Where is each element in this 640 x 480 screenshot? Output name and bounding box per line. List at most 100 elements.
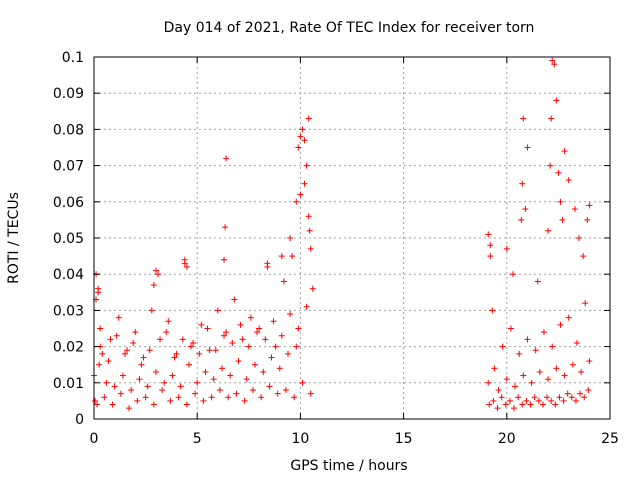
data-point	[223, 155, 230, 162]
data-point	[136, 376, 143, 383]
data-point	[204, 325, 211, 332]
data-point	[289, 253, 296, 260]
data-point	[487, 253, 494, 260]
data-point	[295, 144, 302, 151]
data-point	[552, 401, 559, 408]
data-point	[519, 180, 526, 187]
data-point	[270, 318, 277, 325]
data-point	[305, 115, 312, 122]
data-point	[495, 387, 502, 394]
data-point	[221, 256, 228, 263]
data-point	[169, 372, 176, 379]
data-point	[293, 198, 300, 205]
data-point	[130, 339, 137, 346]
data-point	[146, 347, 153, 354]
data-point	[511, 405, 518, 412]
data-point	[225, 394, 232, 401]
data-point	[214, 307, 221, 314]
data-point	[516, 350, 523, 357]
data-point	[309, 285, 316, 292]
data-point	[190, 339, 197, 346]
data-point	[585, 387, 592, 394]
data-point	[134, 397, 141, 404]
data-point	[547, 162, 554, 169]
data-point	[97, 325, 104, 332]
data-point	[107, 336, 114, 343]
data-point	[519, 401, 526, 408]
data-point	[152, 368, 159, 375]
data-point	[111, 383, 118, 390]
data-point	[299, 379, 306, 386]
data-point	[243, 376, 250, 383]
data-point	[227, 372, 234, 379]
data-point	[192, 390, 199, 397]
data-point	[534, 278, 541, 285]
data-point	[177, 383, 184, 390]
data-point	[524, 336, 531, 343]
data-point	[198, 321, 205, 328]
data-point	[245, 343, 252, 350]
data-point	[540, 329, 547, 336]
data-point	[522, 206, 529, 213]
data-point	[210, 376, 217, 383]
data-point	[520, 372, 527, 379]
data-point	[150, 401, 157, 408]
y-tick-label: 0.1	[62, 50, 84, 66]
data-point	[150, 282, 157, 289]
data-point	[573, 339, 580, 346]
data-point	[202, 368, 209, 375]
data-point	[262, 336, 269, 343]
data-point	[293, 343, 300, 350]
data-point	[545, 376, 552, 383]
data-point	[520, 115, 527, 122]
data-point	[576, 235, 583, 241]
data-point	[148, 307, 155, 314]
data-point	[485, 231, 492, 238]
y-tick-label: 0.01	[53, 376, 84, 392]
data-point	[297, 133, 304, 140]
data-point	[235, 358, 242, 365]
data-point	[264, 263, 271, 270]
data-point	[515, 394, 522, 401]
data-point	[553, 97, 560, 104]
data-point	[94, 401, 101, 408]
data-point	[121, 350, 128, 357]
data-point	[113, 332, 120, 339]
data-point	[485, 379, 492, 386]
data-point	[109, 401, 116, 408]
y-tick-label: 0.05	[53, 231, 84, 247]
data-point	[489, 307, 496, 314]
x-tick-label: 5	[193, 431, 202, 447]
data-point	[568, 394, 575, 401]
data-point	[571, 206, 578, 213]
data-point	[307, 390, 314, 397]
y-tick-label: 0.09	[53, 86, 84, 102]
data-point	[258, 394, 265, 401]
data-point	[167, 397, 174, 404]
data-point	[105, 358, 112, 365]
data-point	[233, 390, 240, 397]
data-point	[486, 401, 493, 408]
data-point	[509, 271, 516, 278]
data-point	[124, 347, 131, 354]
data-point	[159, 387, 166, 394]
data-point	[555, 169, 562, 176]
data-point	[256, 325, 263, 332]
data-point	[221, 332, 228, 339]
data-point	[144, 383, 151, 390]
data-point	[518, 216, 525, 223]
x-tick-label: 25	[601, 431, 619, 447]
data-point	[179, 336, 186, 343]
data-point	[503, 245, 510, 252]
y-tick-label: 0.04	[53, 267, 84, 283]
data-point	[548, 115, 555, 122]
y-tick-label: 0.08	[53, 122, 84, 138]
data-point	[268, 354, 275, 361]
data-point	[154, 271, 161, 278]
data-point	[222, 224, 229, 231]
y-tick-label: 0.03	[53, 303, 84, 319]
data-point	[173, 350, 180, 357]
data-point	[557, 321, 564, 328]
data-point	[544, 394, 551, 401]
x-tick-label: 0	[90, 431, 99, 447]
